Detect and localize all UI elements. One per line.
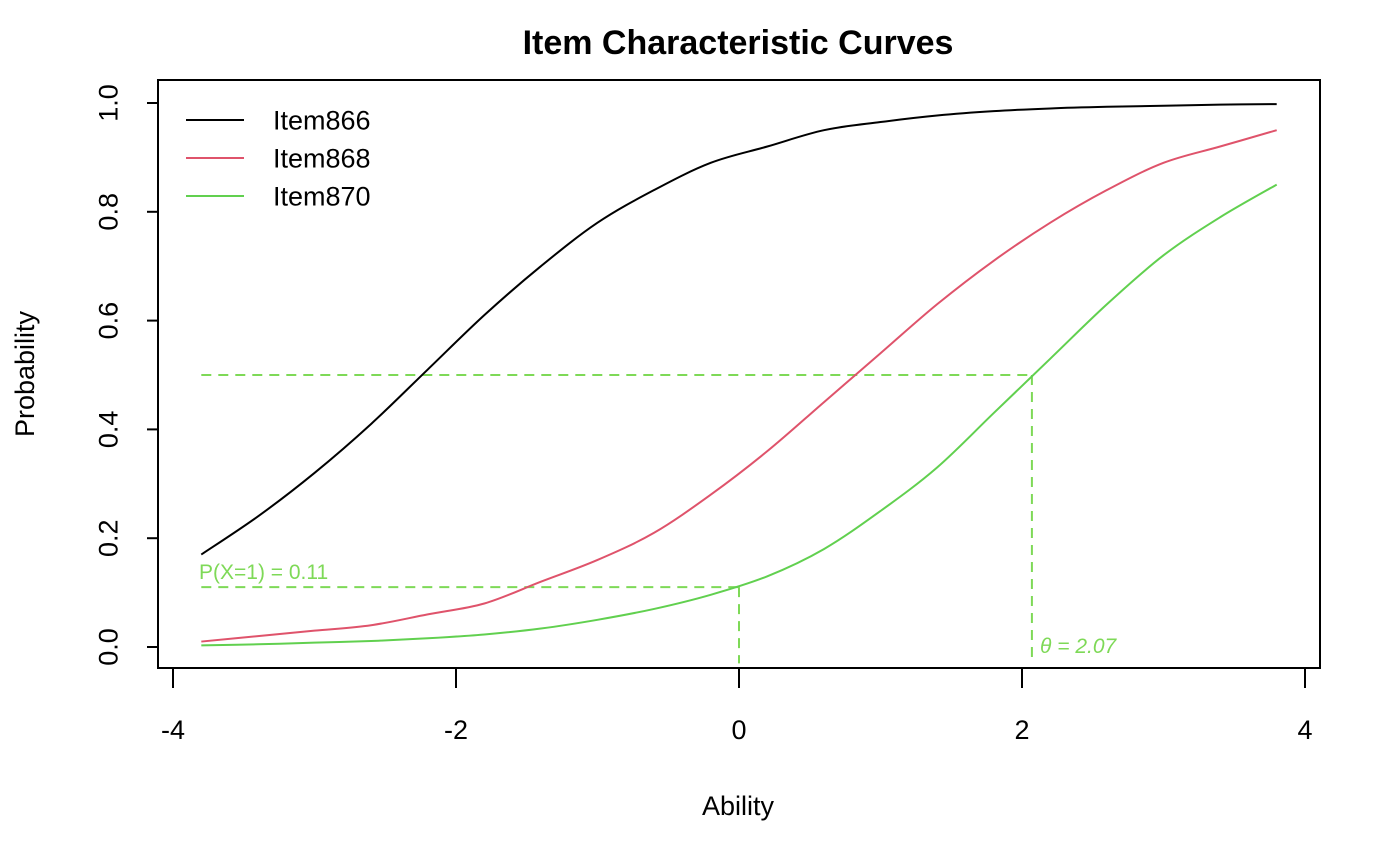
legend-label-item866: Item866 — [273, 105, 371, 135]
x-tick-label: 2 — [1014, 715, 1029, 745]
y-tick-label: 0.0 — [93, 628, 123, 666]
legend: Item866 Item868 Item870 — [186, 105, 371, 211]
x-axis: -4 -2 0 2 4 — [161, 667, 1313, 745]
legend-label-item868: Item868 — [273, 143, 371, 173]
x-tick-label: 0 — [731, 715, 746, 745]
x-tick-label: -2 — [444, 715, 468, 745]
series-line-item868 — [201, 129, 1277, 643]
series-lines — [200, 103, 1278, 647]
x-axis-label: Ability — [702, 791, 775, 821]
y-tick-label: 0.4 — [93, 411, 123, 449]
x-tick-label: 4 — [1297, 715, 1312, 745]
x-tick-label: -4 — [161, 715, 185, 745]
series-line-item866 — [200, 103, 1277, 556]
annotation-guide-lines — [201, 374, 1033, 664]
y-axis-label: Probability — [10, 310, 40, 437]
probability-annotation: P(X=1) = 0.11 — [199, 561, 328, 584]
legend-label-item870: Item870 — [273, 181, 371, 211]
y-axis: 0.0 0.2 0.4 0.6 0.8 1.0 — [93, 84, 159, 666]
series-line-item870 — [201, 183, 1278, 647]
y-tick-label: 0.6 — [93, 302, 123, 340]
y-tick-label: 1.0 — [93, 84, 123, 122]
y-tick-label: 0.2 — [93, 519, 123, 557]
chart-title: Item Characteristic Curves — [523, 24, 954, 62]
y-tick-label: 0.8 — [93, 193, 123, 231]
theta-annotation: θ = 2.07 — [1040, 635, 1118, 658]
